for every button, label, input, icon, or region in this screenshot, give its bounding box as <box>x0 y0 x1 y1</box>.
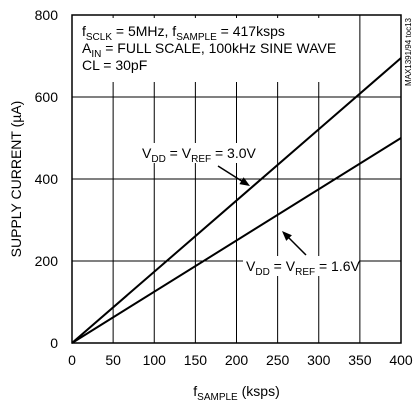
y-tick-labels: 0 200 400 600 800 <box>35 7 59 351</box>
x-axis-title-part: (ksps) <box>238 383 280 399</box>
x-tick-label: 100 <box>143 352 167 368</box>
x-tick-label: 50 <box>105 352 121 368</box>
series-label-part: = 3.0V <box>211 145 256 161</box>
figure-id-watermark: MAX1391/94 toc13 <box>404 17 413 86</box>
condition-part: f <box>82 23 86 39</box>
series-arrowhead-3v0 <box>239 177 250 186</box>
x-axis-title: fSAMPLE (ksps) <box>193 383 279 403</box>
series-label-3v0: VDD = VREF = 3.0V <box>142 145 257 165</box>
y-tick-label: 0 <box>50 335 58 351</box>
x-tick-label: 250 <box>266 352 290 368</box>
plot-frame <box>71 14 402 344</box>
series-line <box>71 57 402 344</box>
condition-line: AIN = FULL SCALE, 100kHz SINE WAVE <box>82 40 336 60</box>
x-axis-title-part: SAMPLE <box>197 392 238 403</box>
series-label-part: = V <box>270 258 296 274</box>
series-lines <box>71 57 402 344</box>
condition-part: = FULL SCALE, 100kHz SINE WAVE <box>101 40 336 56</box>
condition-part: A <box>82 40 92 56</box>
series-label-part: = 1.6V <box>315 258 360 274</box>
series-label-part: REF <box>191 154 211 165</box>
x-tick-label: 400 <box>389 352 413 368</box>
series-label-part: = V <box>166 145 192 161</box>
series-arrowhead-1v6 <box>282 231 292 241</box>
series-label-part: DD <box>255 267 269 278</box>
series-label-background <box>140 143 248 163</box>
condition-part: = 5MHz, f <box>112 23 176 39</box>
y-tick-label: 200 <box>35 253 59 269</box>
condition-part: IN <box>91 49 101 60</box>
x-tick-label: 150 <box>184 352 208 368</box>
series-label-part: V <box>246 258 256 274</box>
x-tick-label: 200 <box>225 352 249 368</box>
series-label-part: V <box>142 145 152 161</box>
y-tick-label: 400 <box>35 171 59 187</box>
condition-part: SAMPLE <box>176 32 217 43</box>
condition-part: = 417ksps <box>217 23 285 39</box>
x-axis-title-part: f <box>193 383 197 399</box>
x-tick-labels: 0 50 100 150 200 250 300 350 400 <box>68 352 413 368</box>
series-label-part: REF <box>295 267 315 278</box>
condition-line: fSCLK = 5MHz, fSAMPLE = 417ksps <box>82 23 285 43</box>
series-label-part: DD <box>151 154 165 165</box>
condition-line: CL = 30pF <box>82 57 147 73</box>
y-tick-label: 600 <box>35 89 59 105</box>
condition-part: SCLK <box>86 32 112 43</box>
y-tick-label: 800 <box>35 7 59 23</box>
condition-part: CL = 30pF <box>82 57 147 73</box>
x-tick-label: 0 <box>68 352 76 368</box>
series-line <box>71 137 402 344</box>
x-tick-label: 350 <box>348 352 372 368</box>
x-tick-label: 300 <box>307 352 331 368</box>
y-axis-title: SUPPLY CURRENT (µA) <box>8 101 24 258</box>
conditions-background <box>74 18 324 82</box>
series-label-background <box>243 256 359 276</box>
series-label-1v6: VDD = VREF = 1.6V <box>246 258 361 278</box>
